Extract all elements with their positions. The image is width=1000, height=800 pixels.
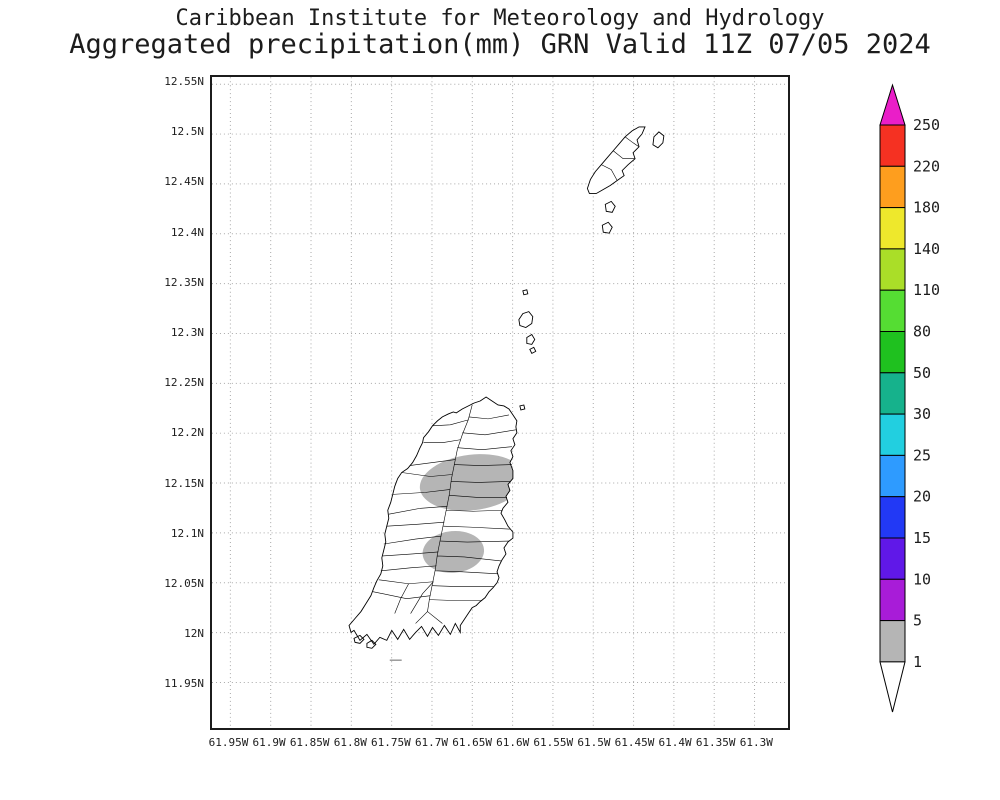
- lon-tick-label: 61.75W: [371, 736, 411, 749]
- colorbar-tick-label: 10: [913, 570, 931, 588]
- saline-island-coastline: [604, 200, 616, 213]
- lat-tick-label: 12N: [184, 627, 204, 641]
- colorbar-tick-label: 5: [913, 612, 922, 630]
- ronde-island-coastline: [518, 311, 534, 329]
- lon-tick-label: 61.95W: [208, 736, 249, 749]
- lon-tick-label: 61.7W: [414, 736, 449, 749]
- colorbar-tick-label: 110: [913, 281, 940, 299]
- graticule-grid: [212, 77, 788, 728]
- colorbar-tick-label: 20: [913, 488, 931, 506]
- colorbar-band: [879, 289, 906, 332]
- lon-tick-label: 61.55W: [533, 736, 574, 749]
- lat-tick-label: 12.4N: [170, 225, 204, 239]
- colorbar-tick-label: 80: [913, 323, 931, 341]
- les-tantes-coastline: [529, 346, 537, 354]
- point-salines-islet-a: [353, 634, 365, 644]
- grenada-island-fill: [349, 397, 517, 645]
- precip-shade-region-south: [422, 531, 485, 573]
- colorbar-band: [879, 165, 906, 209]
- colorbar-tick-label: 50: [913, 364, 931, 382]
- lon-tick-label: 61.45W: [614, 736, 655, 749]
- carriacou-coastline: [586, 126, 646, 194]
- colorbar-tick-label: 15: [913, 529, 931, 547]
- lon-tick-label: 61.3W: [739, 736, 773, 749]
- lat-tick-label: 12.55N: [164, 75, 204, 88]
- colorbar-band: [879, 454, 906, 498]
- map-canvas: [212, 77, 788, 728]
- lon-tick-label: 61.9W: [252, 736, 286, 749]
- grenada-coastline: [348, 396, 518, 646]
- lat-tick-label: 12.5N: [170, 125, 204, 139]
- colorbar: 250 220 180 140 110 80 50 30 25 20 15 10 5 1: [879, 83, 940, 713]
- colorbar-band: [879, 207, 906, 250]
- lat-tick-label: 12.1N: [170, 526, 204, 540]
- colorbar-band: [879, 331, 906, 374]
- island-fills: [349, 126, 645, 645]
- lat-tick-label: 11.95N: [164, 677, 204, 691]
- colorbar-band: [879, 413, 906, 456]
- lat-tick-label: 12.05N: [164, 577, 204, 590]
- colorbar-below-arrow: [879, 661, 906, 713]
- lon-tick-label: 61.4W: [658, 736, 692, 749]
- lat-tick-label: 12.3N: [170, 326, 204, 339]
- institute-title: Caribbean Institute for Meteorology and …: [175, 6, 825, 31]
- lat-tick-label: 12.2N: [170, 426, 204, 440]
- colorbar-tick-label: 25: [913, 446, 931, 464]
- point-salines-islet-b: [366, 639, 377, 649]
- colorbar-tick-label: 1: [913, 653, 922, 671]
- watershed-boundaries: [372, 136, 640, 624]
- lat-tick-label: 12.25N: [164, 376, 204, 390]
- colorbar-band: [879, 620, 906, 663]
- colorbar-band: [879, 124, 906, 167]
- colorbar-tick-label: 220: [913, 157, 940, 175]
- lon-tick-label: 61.6W: [496, 736, 530, 749]
- carriacou-island-fill: [587, 126, 645, 194]
- lon-tick-label: 61.8W: [333, 736, 367, 749]
- coastlines: [348, 126, 665, 649]
- lon-tick-label: 61.65W: [452, 736, 492, 749]
- colorbar-tick-label: 180: [913, 199, 940, 217]
- colorbar-band: [879, 248, 906, 291]
- colorbar-tick-label: 30: [913, 405, 931, 423]
- frigate-island-coastline: [601, 221, 613, 234]
- lon-tick-label: 61.85W: [289, 736, 330, 749]
- colorbar-band: [879, 537, 906, 580]
- petite-martinique-coastline: [652, 131, 665, 149]
- sandy-island-coastline: [519, 404, 526, 411]
- diamond-rock-coastline: [522, 289, 529, 296]
- lat-tick-label: 12.45N: [164, 175, 204, 189]
- lon-tick-label: 61.5W: [577, 736, 611, 749]
- colorbar-tick-label: 250: [913, 116, 940, 134]
- colorbar-band: [879, 578, 906, 622]
- colorbar-band: [879, 372, 906, 415]
- colorbar-tick-label: 140: [913, 240, 940, 258]
- lat-tick-label: 12.35N: [164, 275, 204, 289]
- map-plot-frame: [210, 75, 790, 730]
- product-title: Aggregated precipitation(mm) GRN Valid 1…: [69, 29, 931, 60]
- caille-island-coastline: [526, 333, 536, 345]
- colorbar-above-arrow: [879, 83, 906, 126]
- lon-tick-label: 61.35W: [695, 736, 736, 749]
- colorbar-band: [879, 496, 906, 539]
- lat-tick-label: 12.15N: [164, 476, 204, 490]
